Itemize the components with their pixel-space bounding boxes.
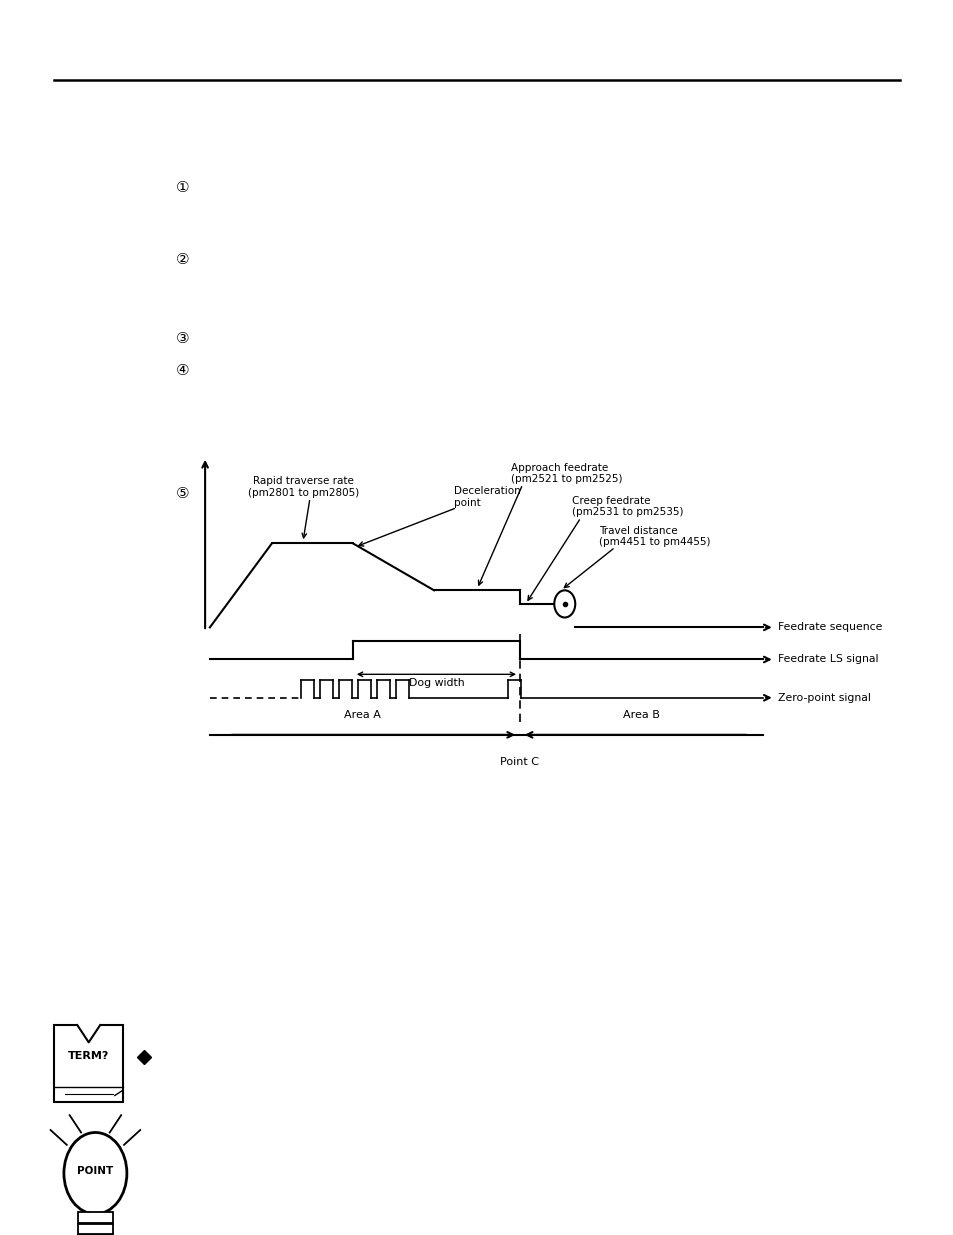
Text: Feedrate sequence: Feedrate sequence	[777, 622, 881, 632]
Text: POINT: POINT	[77, 1166, 113, 1176]
Text: Area B: Area B	[622, 710, 659, 720]
Text: ⑤: ⑤	[176, 487, 190, 501]
Text: ④: ④	[176, 363, 190, 378]
Text: Approach feedrate
(pm2521 to pm2525): Approach feedrate (pm2521 to pm2525)	[511, 463, 622, 484]
Text: Feedrate LS signal: Feedrate LS signal	[777, 655, 877, 664]
Text: Rapid traverse rate
(pm2801 to pm2805): Rapid traverse rate (pm2801 to pm2805)	[248, 477, 358, 498]
Text: Travel distance
(pm4451 to pm4455): Travel distance (pm4451 to pm4455)	[598, 526, 710, 547]
Text: Area A: Area A	[344, 710, 380, 720]
Text: ②: ②	[176, 252, 190, 267]
Bar	[78, 1212, 112, 1223]
Text: Zero-point signal: Zero-point signal	[777, 693, 869, 703]
Circle shape	[554, 590, 575, 618]
Text: ①: ①	[176, 180, 190, 195]
Text: Point C: Point C	[500, 757, 538, 767]
FancyBboxPatch shape	[54, 1025, 123, 1102]
Bar	[78, 1224, 112, 1234]
Text: ③: ③	[176, 331, 190, 346]
Text: Deceleration
point: Deceleration point	[454, 487, 520, 508]
Text: TERM?: TERM?	[68, 1051, 110, 1061]
Text: Dog width: Dog width	[408, 678, 464, 688]
Text: Creep feedrate
(pm2531 to pm2535): Creep feedrate (pm2531 to pm2535)	[572, 496, 683, 517]
Polygon shape	[77, 1023, 100, 1042]
